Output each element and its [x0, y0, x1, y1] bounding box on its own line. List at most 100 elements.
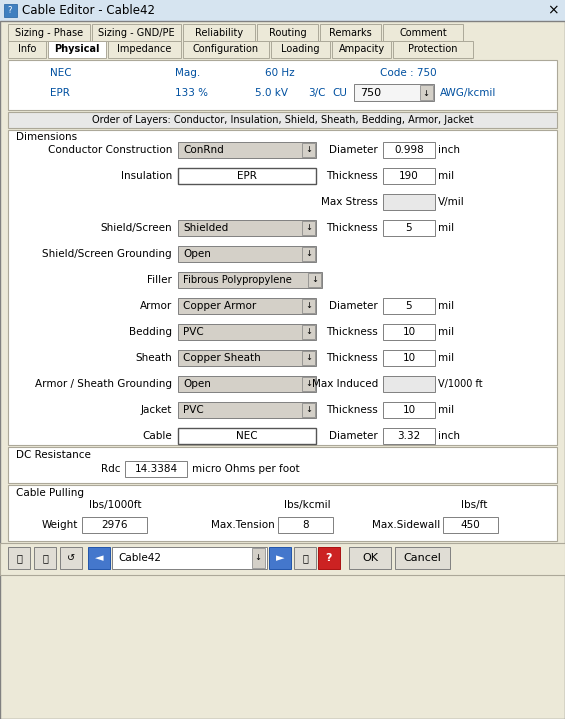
- Text: CU: CU: [332, 88, 347, 98]
- Text: Bedding: Bedding: [129, 327, 172, 337]
- Bar: [302, 221, 315, 235]
- Text: 750: 750: [360, 88, 381, 98]
- Text: EPR: EPR: [237, 171, 257, 181]
- Text: Cancel: Cancel: [403, 553, 441, 563]
- Text: ↓: ↓: [306, 327, 312, 336]
- Text: Diameter: Diameter: [329, 145, 378, 155]
- Bar: [8, 130, 557, 445]
- Text: Max.Tension: Max.Tension: [211, 520, 275, 530]
- Bar: [8, 547, 30, 569]
- Text: Diameter: Diameter: [329, 431, 378, 441]
- Bar: [0, 0, 565, 21]
- Text: Physical: Physical: [54, 45, 100, 55]
- Bar: [383, 24, 463, 41]
- Bar: [320, 24, 381, 41]
- Bar: [383, 142, 435, 158]
- Text: Order of Layers: Conductor, Insulation, Shield, Sheath, Bedding, Armor, Jacket: Order of Layers: Conductor, Insulation, …: [92, 115, 473, 125]
- Text: Open: Open: [183, 249, 211, 259]
- Bar: [294, 547, 316, 569]
- Text: ↓: ↓: [254, 554, 262, 562]
- Text: Configuration: Configuration: [193, 45, 259, 55]
- Bar: [82, 517, 147, 533]
- Bar: [393, 41, 473, 58]
- Text: ↺: ↺: [67, 553, 75, 563]
- Text: 5.0 kV: 5.0 kV: [255, 88, 288, 98]
- Bar: [420, 85, 433, 100]
- Bar: [112, 547, 267, 569]
- Bar: [183, 24, 255, 41]
- Text: Diameter: Diameter: [329, 301, 378, 311]
- Text: ×: ×: [547, 4, 559, 17]
- Text: V/1000 ft: V/1000 ft: [438, 379, 483, 389]
- Bar: [383, 402, 435, 418]
- Text: Thickness: Thickness: [326, 171, 378, 181]
- Text: Max Induced: Max Induced: [312, 379, 378, 389]
- Text: Info: Info: [18, 45, 36, 55]
- Text: ?: ?: [8, 6, 12, 15]
- Text: 60 Hz: 60 Hz: [265, 68, 294, 78]
- Bar: [178, 324, 316, 340]
- Text: EPR: EPR: [50, 88, 70, 98]
- Text: 14.3384: 14.3384: [134, 464, 177, 474]
- Text: Thickness: Thickness: [326, 405, 378, 415]
- Text: V/mil: V/mil: [438, 197, 465, 207]
- Text: mil: mil: [438, 405, 454, 415]
- Bar: [443, 517, 498, 533]
- Text: Mag.: Mag.: [175, 68, 200, 78]
- Text: ►: ►: [276, 553, 284, 563]
- Bar: [4, 4, 17, 17]
- Text: 3/C: 3/C: [308, 88, 325, 98]
- Bar: [383, 428, 435, 444]
- Bar: [178, 220, 316, 236]
- Bar: [278, 517, 333, 533]
- Text: ↓: ↓: [311, 275, 319, 285]
- Text: Protection: Protection: [408, 45, 458, 55]
- Text: Cable42: Cable42: [118, 553, 161, 563]
- Text: 10: 10: [402, 353, 416, 363]
- Text: ?: ?: [326, 553, 332, 563]
- Text: 💾: 💾: [42, 553, 48, 563]
- Text: Filler: Filler: [147, 275, 172, 285]
- Text: Sheath: Sheath: [135, 353, 172, 363]
- Bar: [178, 376, 316, 392]
- Text: Routing: Routing: [269, 27, 306, 37]
- Text: Armor / Sheath Grounding: Armor / Sheath Grounding: [35, 379, 172, 389]
- Text: 3.32: 3.32: [397, 431, 420, 441]
- Text: inch: inch: [438, 431, 460, 441]
- Text: Cable: Cable: [142, 431, 172, 441]
- Text: ↓: ↓: [423, 88, 429, 98]
- Bar: [252, 548, 265, 568]
- Text: AWG/kcmil: AWG/kcmil: [440, 88, 497, 98]
- Bar: [271, 41, 330, 58]
- Text: 2976: 2976: [101, 520, 128, 530]
- Text: 10: 10: [402, 405, 416, 415]
- Text: Shield/Screen: Shield/Screen: [101, 223, 172, 233]
- Text: Max.Sidewall: Max.Sidewall: [372, 520, 440, 530]
- Text: ↓: ↓: [306, 301, 312, 311]
- Text: ↓: ↓: [306, 249, 312, 259]
- Text: mil: mil: [438, 171, 454, 181]
- Text: Weight: Weight: [42, 520, 78, 530]
- Text: Conductor Construction: Conductor Construction: [47, 145, 172, 155]
- Text: ◄: ◄: [95, 553, 103, 563]
- Text: Ampacity: Ampacity: [338, 45, 385, 55]
- Bar: [60, 547, 82, 569]
- Text: ↓: ↓: [306, 354, 312, 362]
- Text: mil: mil: [438, 301, 454, 311]
- Text: Insulation: Insulation: [121, 171, 172, 181]
- Bar: [178, 272, 322, 288]
- Bar: [8, 112, 557, 128]
- Bar: [48, 41, 106, 58]
- Text: Cable Editor - Cable42: Cable Editor - Cable42: [22, 4, 155, 17]
- Text: ↓: ↓: [306, 406, 312, 414]
- Bar: [88, 547, 110, 569]
- Text: inch: inch: [438, 145, 460, 155]
- Text: Thickness: Thickness: [326, 327, 378, 337]
- Text: 10: 10: [402, 327, 416, 337]
- Bar: [383, 194, 435, 210]
- Bar: [302, 351, 315, 365]
- Bar: [8, 24, 90, 41]
- Text: NEC: NEC: [50, 68, 72, 78]
- Text: 5: 5: [406, 223, 412, 233]
- Text: PVC: PVC: [183, 327, 204, 337]
